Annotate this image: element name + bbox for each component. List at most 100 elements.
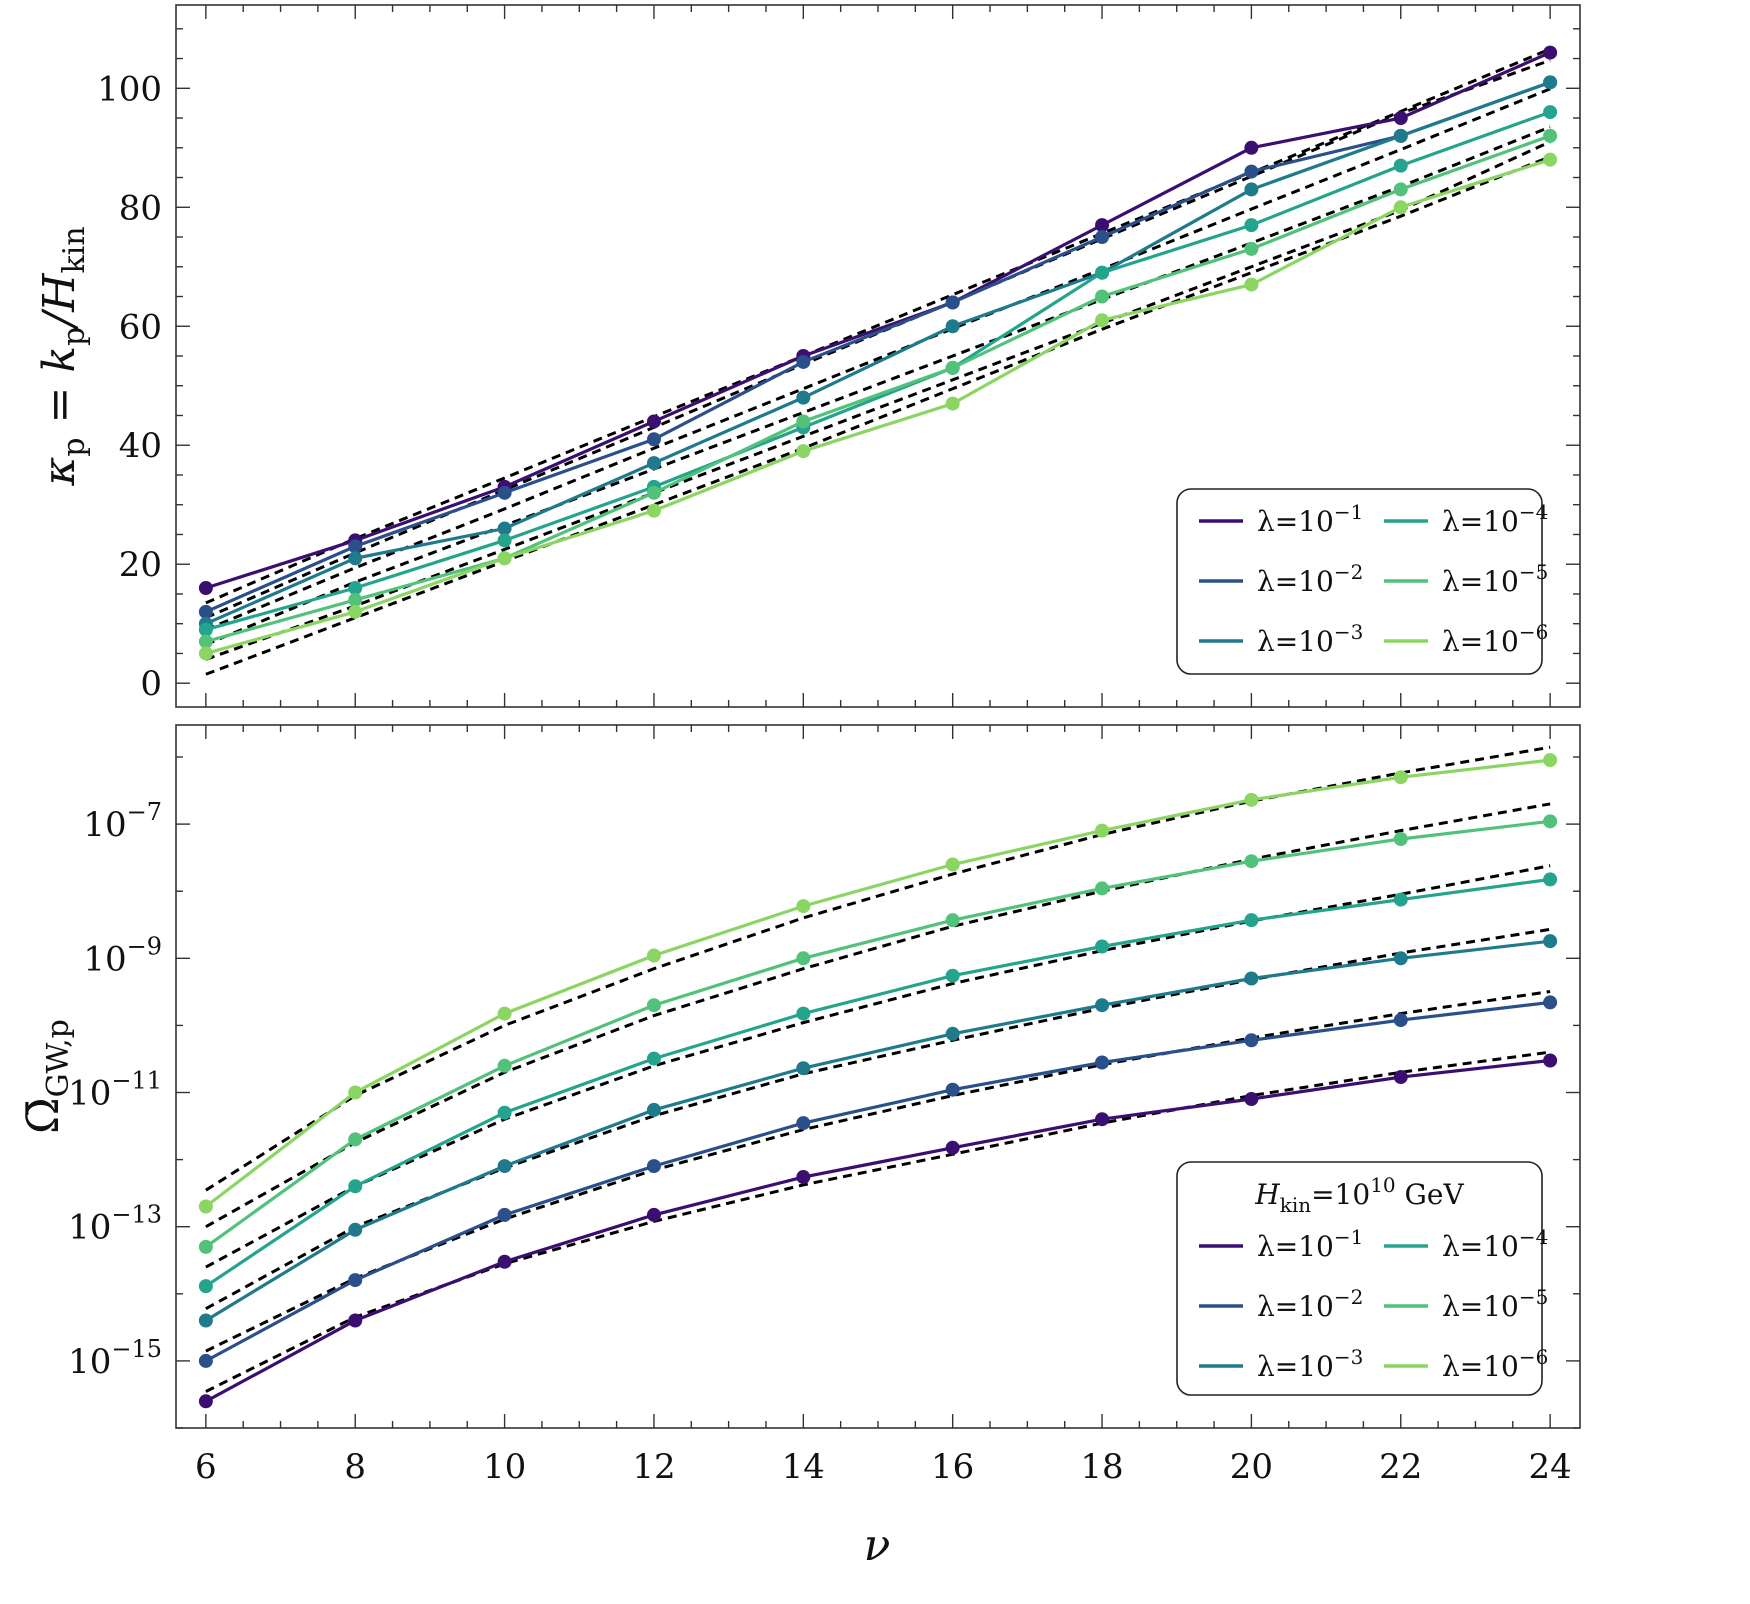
legend-label: λ=10−3 bbox=[1257, 620, 1363, 658]
series-line bbox=[204, 877, 1551, 1288]
data-point bbox=[497, 1207, 512, 1222]
data-point bbox=[1244, 218, 1259, 233]
legend-label: λ=10−3 bbox=[1257, 1345, 1363, 1383]
data-point bbox=[1244, 140, 1259, 155]
fit-line bbox=[205, 125, 1551, 646]
x-tick-label: 18 bbox=[1080, 1447, 1123, 1487]
data-point bbox=[646, 1207, 661, 1222]
data-point bbox=[945, 968, 960, 983]
x-tick-label: 20 bbox=[1230, 1447, 1273, 1487]
data-point bbox=[1543, 105, 1558, 120]
data-point bbox=[1095, 218, 1110, 233]
data-point bbox=[348, 539, 363, 554]
series-group bbox=[198, 45, 1558, 676]
data-point bbox=[1095, 881, 1110, 896]
series-line bbox=[204, 758, 1551, 1208]
data-point bbox=[497, 521, 512, 536]
data-point bbox=[1543, 45, 1558, 60]
y-tick-label: 80 bbox=[119, 188, 162, 228]
data-point bbox=[1393, 951, 1408, 966]
data-point bbox=[796, 1170, 811, 1185]
data-point bbox=[1393, 770, 1408, 785]
data-point bbox=[796, 390, 811, 405]
series-line bbox=[205, 110, 1551, 632]
bottom-panel: 10−7 10−9 10−11 10−13 10−15 6 8 10 12 14 16 18 20 22 2… bbox=[18, 724, 1581, 1487]
data-point bbox=[497, 485, 512, 500]
data-point bbox=[497, 1058, 512, 1073]
data-point bbox=[945, 360, 960, 375]
series-line bbox=[205, 1058, 1551, 1403]
data-point bbox=[348, 1273, 363, 1288]
data-point bbox=[646, 485, 661, 500]
data-point bbox=[646, 998, 661, 1013]
data-point bbox=[348, 1085, 363, 1100]
top-panel: 0 20 40 60 80 100 κp = kp/Hkin λ=10−1 λ=10−2 λ=10… bbox=[34, 4, 1581, 708]
data-point bbox=[796, 444, 811, 459]
data-point bbox=[1393, 1013, 1408, 1028]
data-point bbox=[348, 1132, 363, 1147]
data-point bbox=[198, 1394, 213, 1409]
data-point bbox=[348, 1313, 363, 1328]
data-point bbox=[497, 551, 512, 566]
data-point bbox=[1543, 814, 1558, 829]
data-point bbox=[646, 414, 661, 429]
y-tick-label: 40 bbox=[119, 426, 162, 466]
data-point bbox=[1095, 1112, 1110, 1127]
x-tick-label: 16 bbox=[931, 1447, 974, 1487]
data-point bbox=[198, 581, 213, 596]
data-point bbox=[497, 533, 512, 548]
data-point bbox=[348, 592, 363, 607]
series-line bbox=[205, 51, 1551, 590]
y-tick-label: 10−13 bbox=[68, 1201, 162, 1248]
data-point bbox=[646, 456, 661, 471]
data-point bbox=[1244, 182, 1259, 197]
series-line bbox=[205, 80, 1551, 626]
data-point bbox=[348, 551, 363, 566]
data-point bbox=[1244, 1092, 1259, 1107]
data-point bbox=[945, 295, 960, 310]
data-point bbox=[348, 1179, 363, 1194]
data-point bbox=[497, 1006, 512, 1021]
data-point bbox=[1393, 831, 1408, 846]
y-tick-label: 10−9 bbox=[83, 932, 162, 979]
legend-label: λ=10−1 bbox=[1257, 1225, 1363, 1263]
data-point bbox=[348, 1222, 363, 1237]
fit-line bbox=[205, 927, 1551, 1311]
data-point bbox=[1543, 872, 1558, 887]
x-tick-label: 12 bbox=[632, 1447, 675, 1487]
x-tick-label: 6 bbox=[195, 1447, 217, 1487]
series-line bbox=[205, 939, 1551, 1322]
data-point bbox=[1095, 823, 1110, 838]
data-point bbox=[945, 913, 960, 928]
data-point bbox=[1393, 158, 1408, 173]
data-point bbox=[945, 1140, 960, 1155]
series-line bbox=[205, 80, 1551, 614]
y-tick-label: 60 bbox=[119, 307, 162, 347]
legend-label: λ=10−4 bbox=[1442, 1225, 1548, 1263]
data-point bbox=[1244, 854, 1259, 869]
data-point bbox=[945, 1026, 960, 1041]
fit-line bbox=[205, 58, 1551, 620]
data-point bbox=[796, 1061, 811, 1076]
y-tick-label: 10−7 bbox=[83, 798, 162, 845]
legend-label: λ=10−2 bbox=[1257, 1285, 1363, 1323]
fit-line bbox=[205, 864, 1551, 1269]
fit-line bbox=[205, 47, 1551, 605]
data-point bbox=[1244, 1033, 1259, 1048]
data-point bbox=[497, 1254, 512, 1269]
data-point bbox=[1095, 265, 1110, 280]
data-point bbox=[1095, 998, 1110, 1013]
data-point bbox=[646, 503, 661, 518]
legend-label: λ=10−5 bbox=[1442, 560, 1548, 598]
data-point bbox=[1543, 128, 1558, 143]
legend-label: λ=10−6 bbox=[1442, 1345, 1548, 1383]
data-point bbox=[1543, 1053, 1558, 1068]
data-point bbox=[1244, 241, 1259, 256]
data-point bbox=[646, 432, 661, 447]
data-point bbox=[1393, 892, 1408, 907]
data-point bbox=[646, 1159, 661, 1174]
x-tick-label: 22 bbox=[1379, 1447, 1422, 1487]
data-point bbox=[198, 1353, 213, 1368]
y-tick-label: 10−15 bbox=[68, 1335, 162, 1382]
